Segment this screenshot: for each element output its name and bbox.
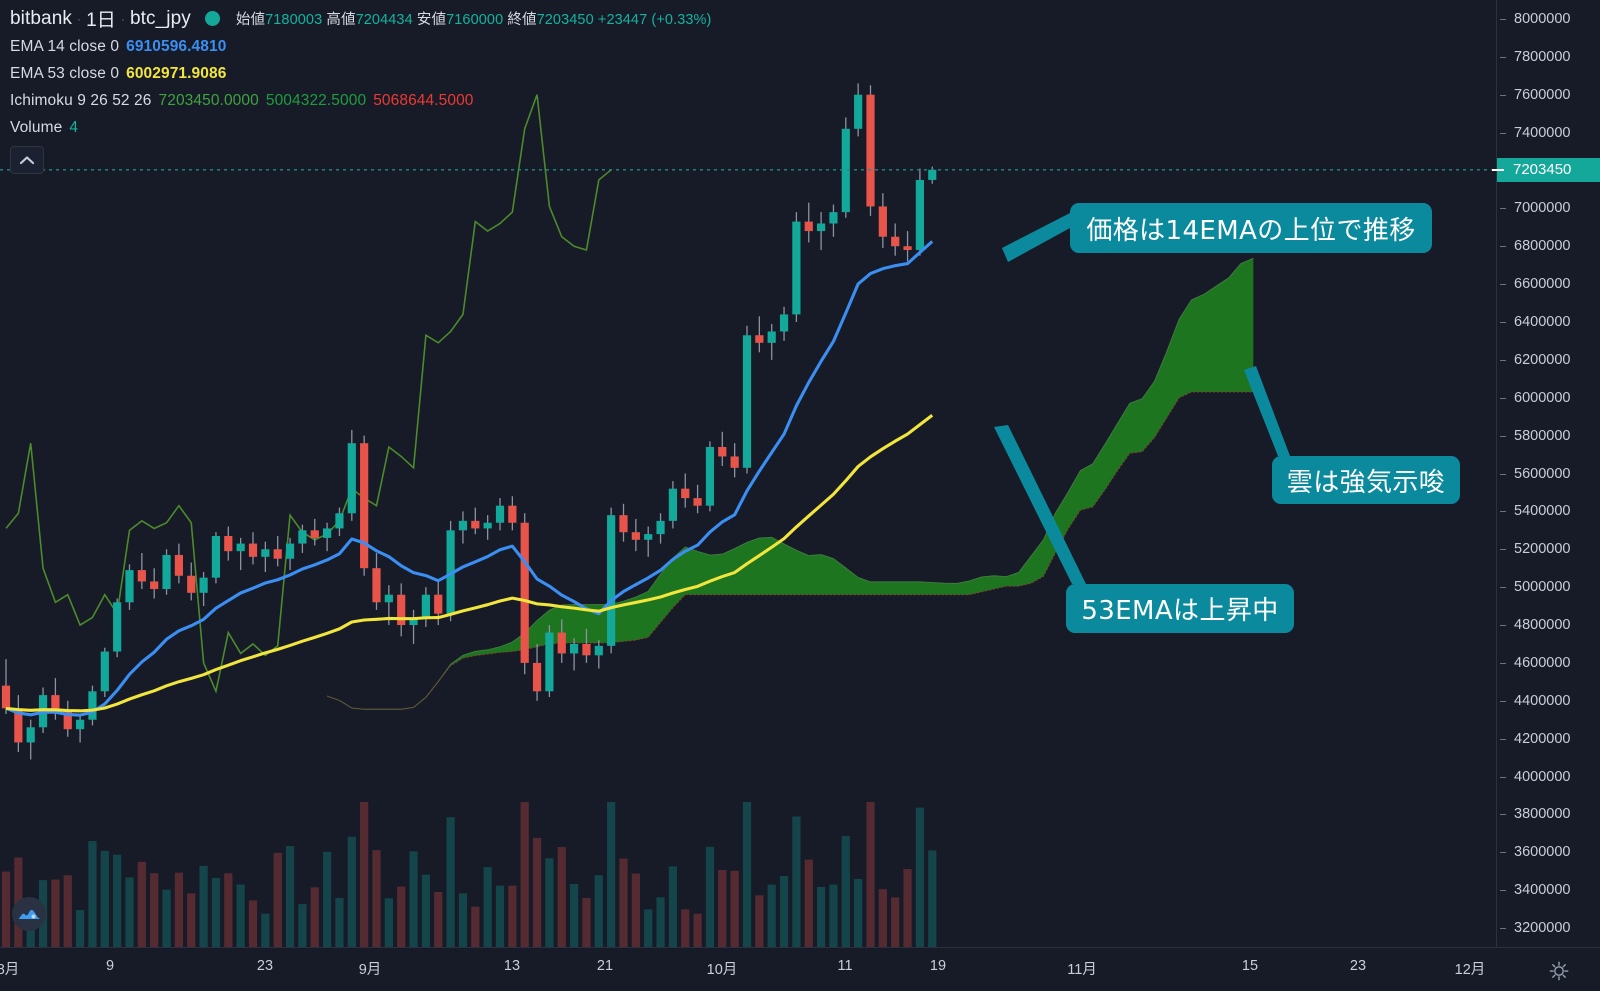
price-tick-label: 6000000 <box>1514 389 1571 406</box>
callout-3-text: 53EMAは上昇中 <box>1081 596 1279 626</box>
price-tick-label: 6600000 <box>1514 276 1571 293</box>
price-tick: 7000000 <box>1497 199 1600 217</box>
candlestick-series <box>1 83 937 760</box>
time-tick-label: 19 <box>929 958 947 974</box>
callout-1-text: 価格は14EMAの上位で推移 <box>1086 215 1416 246</box>
price-tick: 4400000 <box>1497 692 1600 710</box>
price-tick: 5800000 <box>1497 427 1600 445</box>
annotation-callout-cloud-bullish[interactable]: 雲は強気示唆 <box>1272 456 1460 504</box>
price-tick: 5000000 <box>1497 578 1600 596</box>
price-tick-label: 6200000 <box>1514 351 1571 368</box>
price-tick-label: 5600000 <box>1514 465 1571 482</box>
price-tick: 6800000 <box>1497 237 1600 255</box>
price-tick: 6200000 <box>1497 351 1600 369</box>
price-tick: 7400000 <box>1497 124 1600 142</box>
price-tick-label: 6800000 <box>1514 238 1571 255</box>
time-tick-label: 21 <box>596 958 614 974</box>
price-tick-label: 8000000 <box>1514 10 1571 27</box>
price-tick-label: 7800000 <box>1514 48 1571 65</box>
time-tick-label: 10月 <box>706 962 738 978</box>
price-tick: 6000000 <box>1497 389 1600 407</box>
price-tick-label: 5400000 <box>1514 503 1571 520</box>
chart-plot-area[interactable] <box>0 0 1496 947</box>
time-tick-label: 11 <box>837 958 853 974</box>
time-tick-label: 8月 <box>0 962 20 978</box>
price-tick-label: 4200000 <box>1514 730 1571 747</box>
ema53-line <box>5 413 934 713</box>
price-tick-label: 4600000 <box>1514 654 1571 671</box>
price-tick-label: 6400000 <box>1514 313 1571 330</box>
time-tick-label: 9 <box>105 958 115 974</box>
current-price-value: 7203450 <box>1513 160 1572 178</box>
price-tick-label: 7400000 <box>1514 124 1571 141</box>
price-tick: 3200000 <box>1497 919 1600 937</box>
time-tick-label: 15 <box>1241 958 1259 974</box>
price-tick-label: 4000000 <box>1514 768 1571 785</box>
price-tick: 3800000 <box>1497 805 1600 823</box>
time-tick-label: 9月 <box>358 962 382 978</box>
price-tick: 5600000 <box>1497 465 1600 483</box>
price-tick-label: 3800000 <box>1514 806 1571 823</box>
chikou-span-line <box>5 94 612 694</box>
price-tick: 5400000 <box>1497 502 1600 520</box>
chart-canvas <box>0 83 1496 947</box>
price-tick: 3600000 <box>1497 843 1600 861</box>
price-tick-label: 7600000 <box>1514 86 1571 103</box>
price-tick: 6400000 <box>1497 313 1600 331</box>
price-tick-label: 7000000 <box>1514 200 1571 217</box>
price-tick-label: 3600000 <box>1514 844 1571 861</box>
price-tick: 3400000 <box>1497 881 1600 899</box>
price-tick: 7600000 <box>1497 86 1600 104</box>
time-tick-label: 23 <box>256 958 274 974</box>
price-tick-label: 5800000 <box>1514 427 1571 444</box>
callout-2-text: 雲は強気示唆 <box>1286 467 1446 498</box>
time-tick-label: 23 <box>1349 958 1367 974</box>
current-price-label: 7203450 <box>1492 157 1600 182</box>
volume-histogram <box>1 802 937 947</box>
price-tick-label: 4800000 <box>1514 617 1571 634</box>
time-tick-label: 12月 <box>1454 962 1486 978</box>
price-tick: 4800000 <box>1497 616 1600 634</box>
time-tick-label: 13 <box>503 958 521 974</box>
ema14-line <box>5 240 934 717</box>
price-tick: 8000000 <box>1497 10 1600 28</box>
annotation-callout-price-above-ema[interactable]: 価格は14EMAの上位で推移 <box>1070 203 1432 253</box>
time-axis[interactable]: 8月 9 23 9月 13 21 10月 11 19 11月 15 23 12月 <box>0 947 1600 991</box>
price-tick-label: 5200000 <box>1514 541 1571 558</box>
price-tick-label: 4400000 <box>1514 692 1571 709</box>
price-tick: 7800000 <box>1497 48 1600 66</box>
price-tick-label: 5000000 <box>1514 579 1571 596</box>
time-tick-label: 11月 <box>1067 962 1097 978</box>
collapse-legend-button[interactable] <box>10 146 44 174</box>
chevron-up-icon <box>19 156 35 165</box>
price-tick: 5200000 <box>1497 540 1600 558</box>
price-tick-label: 3200000 <box>1514 920 1571 937</box>
gear-icon[interactable] <box>1548 960 1570 982</box>
tradingview-logo-icon[interactable] <box>12 897 46 931</box>
price-tick: 6600000 <box>1497 275 1600 293</box>
price-tick: 4600000 <box>1497 654 1600 672</box>
price-axis[interactable]: 7203450 8000000 7800000 7600000 7400000 7000… <box>1492 0 1600 947</box>
price-tick: 4200000 <box>1497 730 1600 748</box>
price-tick-label: 3400000 <box>1514 882 1571 899</box>
annotation-callout-ema53-rising[interactable]: 53EMAは上昇中 <box>1066 584 1294 633</box>
price-tick: 4000000 <box>1497 768 1600 786</box>
